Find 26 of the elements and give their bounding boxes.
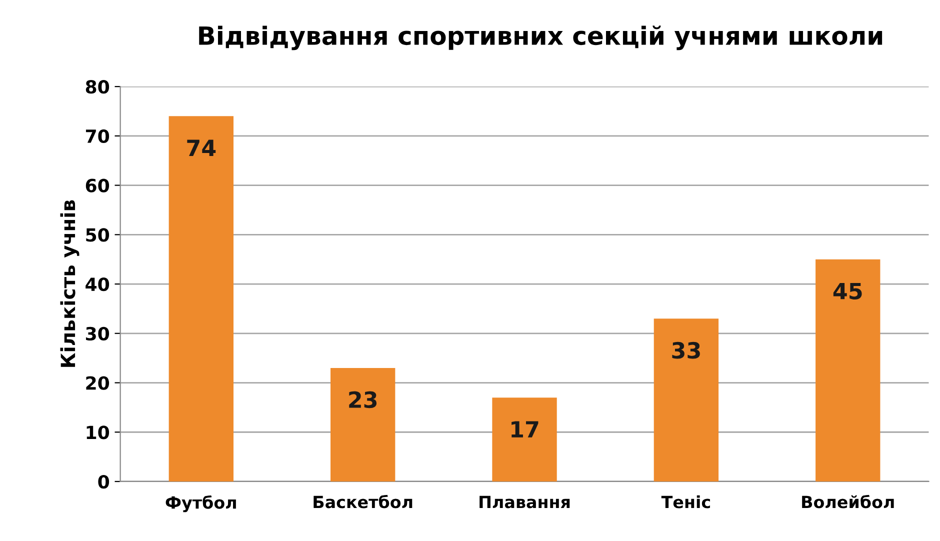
data-label: 33 bbox=[672, 342, 700, 359]
x-tick-label: Баскетбол bbox=[314, 494, 412, 508]
bar bbox=[654, 318, 719, 482]
y-tick-label: 50 bbox=[86, 228, 110, 242]
x-tick-label: Волейбол bbox=[802, 494, 894, 508]
y-tick-label: 60 bbox=[86, 178, 110, 192]
y-tick-label: 70 bbox=[86, 129, 110, 144]
bar bbox=[168, 116, 234, 482]
chart-title: Відвідування спортивних секцій учнями школи bbox=[199, 26, 882, 50]
y-tick-label: 40 bbox=[86, 277, 110, 292]
y-axis-title: Кількість учнів bbox=[60, 200, 80, 367]
y-tick-label: 10 bbox=[86, 426, 110, 440]
bar bbox=[816, 259, 880, 482]
x-tick-label: Плавання bbox=[480, 496, 570, 508]
y-tick-label: 20 bbox=[86, 376, 110, 390]
data-label: 45 bbox=[833, 282, 862, 300]
x-tick-label: Теніс bbox=[661, 495, 710, 508]
data-label: 17 bbox=[512, 421, 538, 438]
data-label: 23 bbox=[349, 391, 377, 408]
x-tick-label: Футбол bbox=[166, 495, 236, 512]
bar bbox=[492, 398, 557, 482]
y-tick-label: 30 bbox=[86, 326, 110, 341]
y-tick-label: 80 bbox=[86, 80, 110, 94]
data-label: 74 bbox=[187, 140, 216, 156]
y-tick-label: 0 bbox=[98, 474, 110, 489]
bar bbox=[330, 368, 396, 482]
